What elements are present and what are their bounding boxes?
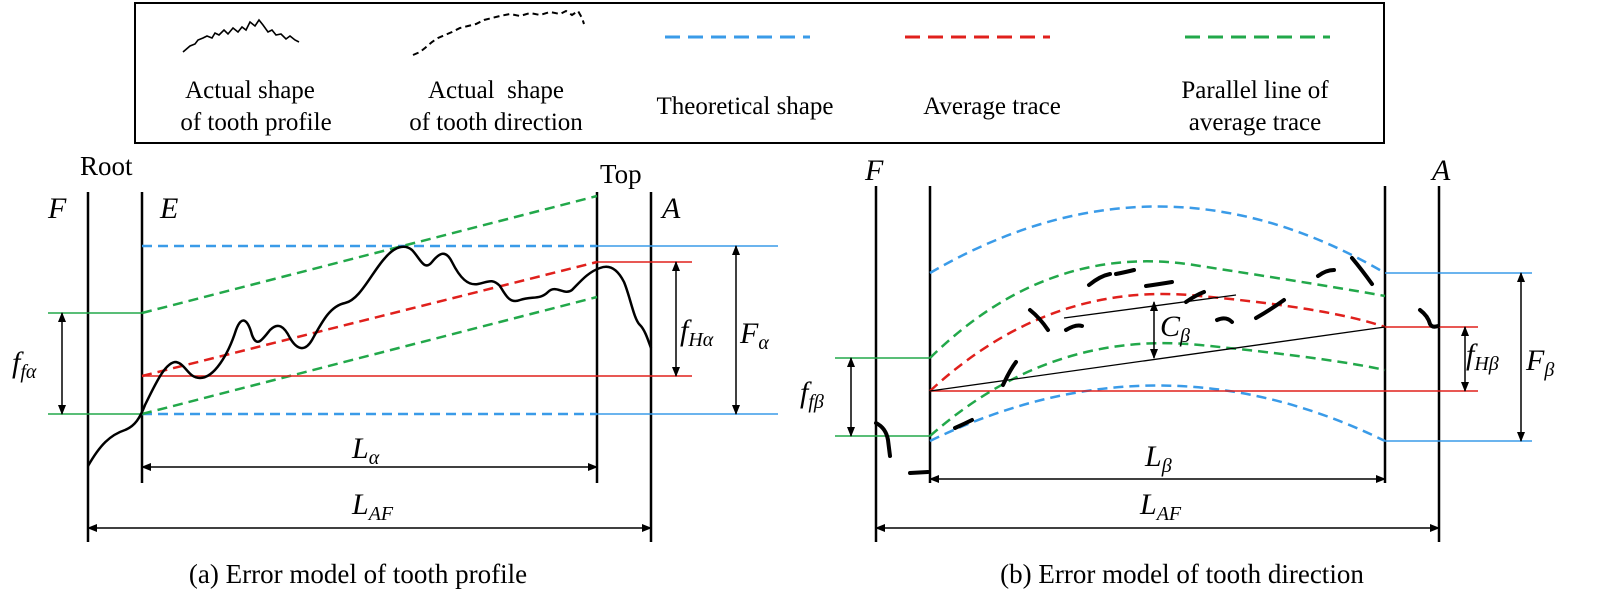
- panel-b-caption: (b) Error model of tooth direction: [1000, 559, 1364, 589]
- panel-a-label-top: Top: [600, 159, 642, 189]
- panel-b-label-Cb: Cβ: [1160, 310, 1190, 347]
- panel-a-actual-profile: [86, 245, 653, 467]
- legend-item-actual-direction: Actual shape of tooth direction: [409, 9, 585, 136]
- panel-a-label-F: F: [47, 192, 67, 225]
- legend-label-actual-direction-1: Actual shape: [428, 77, 564, 104]
- legend-label-actual-profile-2: of tooth profile: [180, 109, 331, 136]
- legend-swatch-actual-profile: [182, 18, 300, 53]
- panel-a-label-La: Lα: [351, 432, 380, 469]
- legend-label-actual-profile-1: Actual shape: [185, 77, 315, 104]
- panel-b-actual-direction: [874, 256, 1440, 475]
- panel-a-label-root: Root: [80, 151, 133, 181]
- legend-label-parallel-1: Parallel line of: [1181, 77, 1329, 104]
- panel-b-theoretical-upper: [929, 205, 1386, 275]
- panel-b-label-LAF: LAF: [1139, 488, 1182, 525]
- panel-b-average-trace: [929, 292, 1386, 392]
- panel-b-label-Fb: Fβ: [1525, 344, 1554, 381]
- panel-b-tangent: [1063, 294, 1237, 319]
- panel-b-chord: [929, 326, 1386, 392]
- panel-b-parallel-upper: [929, 260, 1386, 359]
- panel-b-label-A: A: [1430, 154, 1451, 187]
- legend: Actual shape of tooth profile Actual sha…: [134, 2, 1385, 144]
- panel-a-label-LAF: LAF: [351, 488, 394, 525]
- legend-label-average: Average trace: [923, 93, 1061, 120]
- panel-b-label-ffb: ffβ: [800, 376, 824, 413]
- panel-b-parallel-lower: [929, 341, 1386, 437]
- panel-a-label-A: A: [660, 192, 681, 225]
- legend-swatch-actual-direction: [412, 9, 585, 56]
- panel-b-theoretical-lower: [929, 384, 1386, 443]
- legend-label-parallel-2: average trace: [1189, 109, 1322, 136]
- panel-a-parallel-lower: [141, 295, 598, 416]
- panel-b-tooth-direction: Cβ ffβ fHβ Fβ Lβ LAF F A (b) Error model…: [800, 154, 1554, 589]
- panel-a-tooth-profile: ffα fHα Fα Lα LAF Root Top F E A (a) Err…: [12, 151, 778, 589]
- panel-a-label-fha: fHα: [680, 314, 714, 351]
- legend-label-theoretical: Theoretical shape: [657, 93, 834, 120]
- panel-a-label-E: E: [159, 192, 178, 225]
- legend-item-parallel: Parallel line of average trace: [1181, 35, 1330, 136]
- panel-a-parallel-upper: [141, 194, 598, 315]
- panel-b-label-F: F: [864, 154, 884, 187]
- panel-a-label-Fa: Fα: [739, 317, 769, 354]
- legend-item-actual-profile: Actual shape of tooth profile: [180, 18, 332, 136]
- legend-item-theoretical: Theoretical shape: [657, 35, 834, 120]
- panel-b-label-Lb: Lβ: [1144, 440, 1172, 477]
- legend-label-actual-direction-2: of tooth direction: [409, 109, 583, 136]
- panel-a-caption: (a) Error model of tooth profile: [189, 559, 527, 589]
- panel-a-label-ffa: ffα: [12, 346, 37, 383]
- panel-a-average-trace: [141, 260, 598, 378]
- panel-b-label-fhb: fHβ: [1466, 338, 1499, 375]
- legend-frame: [134, 2, 1385, 144]
- legend-item-average: Average trace: [905, 35, 1061, 120]
